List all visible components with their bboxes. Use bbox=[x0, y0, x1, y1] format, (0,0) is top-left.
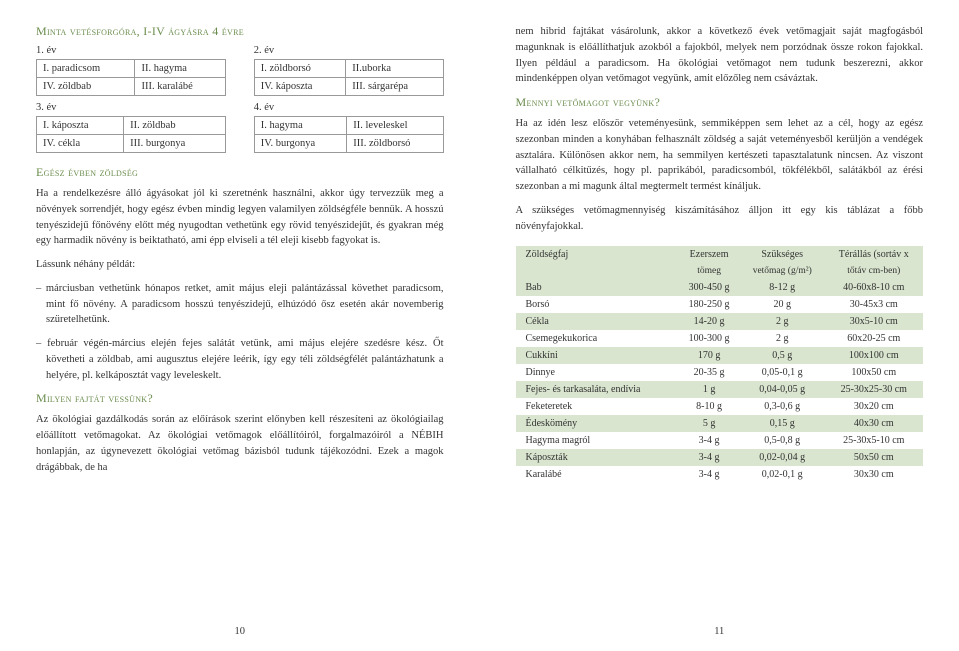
page-number-right: 11 bbox=[516, 626, 924, 637]
table-row: Bab300-450 g8-12 g40-60x8-10 cm bbox=[516, 279, 924, 296]
table-header-row-2: tömegvetőmag (g/m²)tőtáv cm-ben) bbox=[516, 263, 924, 279]
para-right-3: A szükséges vetőmagmennyiség kiszámításá… bbox=[516, 203, 924, 235]
table-row: Cukkíni170 g0,5 g100x100 cm bbox=[516, 347, 924, 364]
list-item-2: – február végén-március elején fejes sal… bbox=[36, 336, 444, 383]
year-1-label: 1. év bbox=[36, 45, 226, 56]
table-header-row: ZöldségfajEzerszemSzükségesTérállás (sor… bbox=[516, 246, 924, 263]
heading-allyear: Egész évben zöldség bbox=[36, 165, 444, 180]
table-row: Feketeretek8-10 g0,3-0,6 g30x20 cm bbox=[516, 398, 924, 415]
table-row: Káposzták3-4 g0,02-0,04 g50x50 cm bbox=[516, 449, 924, 466]
year-row-2: 3. év I. káposztaII. zöldbabIV. céklaIII… bbox=[36, 102, 444, 153]
heading-variety: Milyen fajtát vessünk? bbox=[36, 391, 444, 406]
year-row-1: 1. év I. paradicsomII. hagymaIV. zöldbab… bbox=[36, 45, 444, 96]
table-row: Édeskömény5 g0,15 g40x30 cm bbox=[516, 415, 924, 432]
page-number-left: 10 bbox=[36, 626, 444, 637]
table-row: Csemegekukorica100-300 g2 g60x20-25 cm bbox=[516, 330, 924, 347]
table-row: Fejes- és tarkasaláta, endívia1 g0,04-0,… bbox=[516, 381, 924, 398]
page-left: Minta vetésforgóra, I-IV ágyásra 4 évre … bbox=[0, 0, 480, 651]
table-row: Cékla14-20 g2 g30x5-10 cm bbox=[516, 313, 924, 330]
heading-howmuch: Mennyi vetőmagot vegyünk? bbox=[516, 95, 924, 110]
heading-rotation: Minta vetésforgóra, I-IV ágyásra 4 évre bbox=[36, 24, 444, 39]
seed-table: ZöldségfajEzerszemSzükségesTérállás (sor… bbox=[516, 246, 924, 483]
year-2-table: I. zöldborsóII.uborkaIV. káposztaIII. sá… bbox=[254, 59, 444, 96]
table-row: Dinnye20-35 g0,05-0,1 g100x50 cm bbox=[516, 364, 924, 381]
para-left-2: Lássunk néhány példát: bbox=[36, 257, 444, 273]
year-4-label: 4. év bbox=[254, 102, 444, 113]
table-row: Karalábé3-4 g0,02-0,1 g30x30 cm bbox=[516, 466, 924, 483]
para-left-3: Az ökológiai gazdálkodás során az előírá… bbox=[36, 412, 444, 475]
year-3-label: 3. év bbox=[36, 102, 226, 113]
year-2-label: 2. év bbox=[254, 45, 444, 56]
page-right: nem hibrid fajtákat vásárolunk, akkor a … bbox=[480, 0, 959, 651]
para-left-1: Ha a rendelkezésre álló ágyásokat jól ki… bbox=[36, 186, 444, 249]
year-4-table: I. hagymaII. leveleskelIV. burgonyaIII. … bbox=[254, 116, 444, 153]
table-row: Borsó180-250 g20 g30-45x3 cm bbox=[516, 296, 924, 313]
para-right-2: Ha az idén lesz először veteményesünk, s… bbox=[516, 116, 924, 195]
list-item-1: – márciusban vethetünk hónapos retket, a… bbox=[36, 281, 444, 328]
year-1-table: I. paradicsomII. hagymaIV. zöldbabIII. k… bbox=[36, 59, 226, 96]
year-3-table: I. káposztaII. zöldbabIV. céklaIII. burg… bbox=[36, 116, 226, 153]
para-right-1: nem hibrid fajtákat vásárolunk, akkor a … bbox=[516, 24, 924, 87]
table-row: Hagyma magról3-4 g0,5-0,8 g25-30x5-10 cm bbox=[516, 432, 924, 449]
